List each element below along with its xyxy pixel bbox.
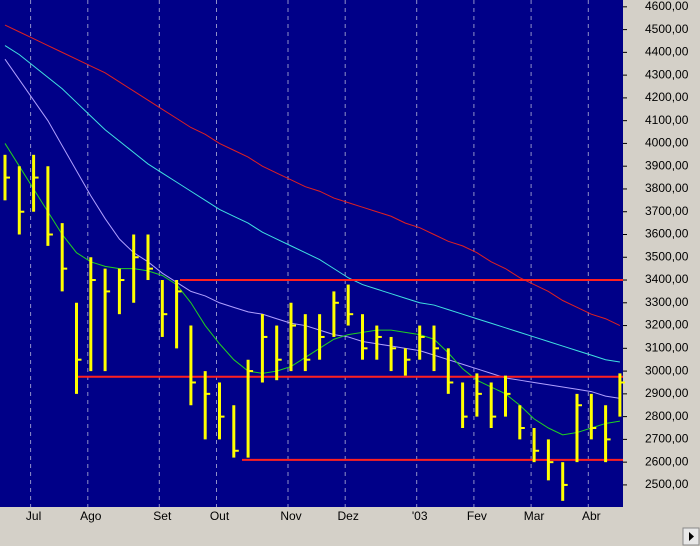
y-tick-label: 2800,00 — [645, 409, 689, 423]
x-tick-label: '03 — [412, 509, 428, 523]
x-tick-label: Jul — [26, 509, 41, 523]
x-tick-label: Nov — [280, 509, 301, 523]
x-tick-label: Fev — [467, 509, 487, 523]
x-tick-label: Mar — [524, 509, 545, 523]
y-tick-label: 3200,00 — [645, 318, 689, 332]
y-tick-label: 4500,00 — [645, 22, 689, 36]
y-tick-label: 4100,00 — [645, 113, 689, 127]
y-tick-label: 3000,00 — [645, 363, 689, 377]
x-tick-label: Ago — [80, 509, 102, 523]
y-tick-label: 3300,00 — [645, 295, 689, 309]
y-tick-label: 2600,00 — [645, 454, 689, 468]
y-tick-label: 2700,00 — [645, 432, 689, 446]
y-tick-label: 4000,00 — [645, 136, 689, 150]
y-tick-label: 3100,00 — [645, 340, 689, 354]
moving-average — [4, 24, 621, 327]
y-tick-label: 3500,00 — [645, 249, 689, 263]
x-tick-label: Out — [210, 509, 230, 523]
x-tick-label: Abr — [582, 509, 601, 523]
y-tick-label: 4600,00 — [645, 0, 689, 13]
scroll-arrow — [689, 532, 694, 541]
x-tick-label: Dez — [338, 509, 359, 523]
y-tick-label: 4200,00 — [645, 90, 689, 104]
moving-average — [4, 58, 620, 399]
moving-average — [4, 143, 620, 436]
y-tick-label: 4300,00 — [645, 67, 689, 81]
y-tick-label: 4400,00 — [645, 45, 689, 59]
y-tick-label: 3800,00 — [645, 181, 689, 195]
y-tick-label: 3700,00 — [645, 204, 689, 218]
y-tick-label: 3600,00 — [645, 227, 689, 241]
moving-average — [4, 45, 620, 363]
y-tick-label: 2500,00 — [645, 477, 689, 491]
y-tick-label: 3400,00 — [645, 272, 689, 286]
plot-area — [0, 0, 623, 507]
x-tick-label: Set — [153, 509, 172, 523]
y-tick-label: 3900,00 — [645, 158, 689, 172]
y-tick-label: 2900,00 — [645, 386, 689, 400]
